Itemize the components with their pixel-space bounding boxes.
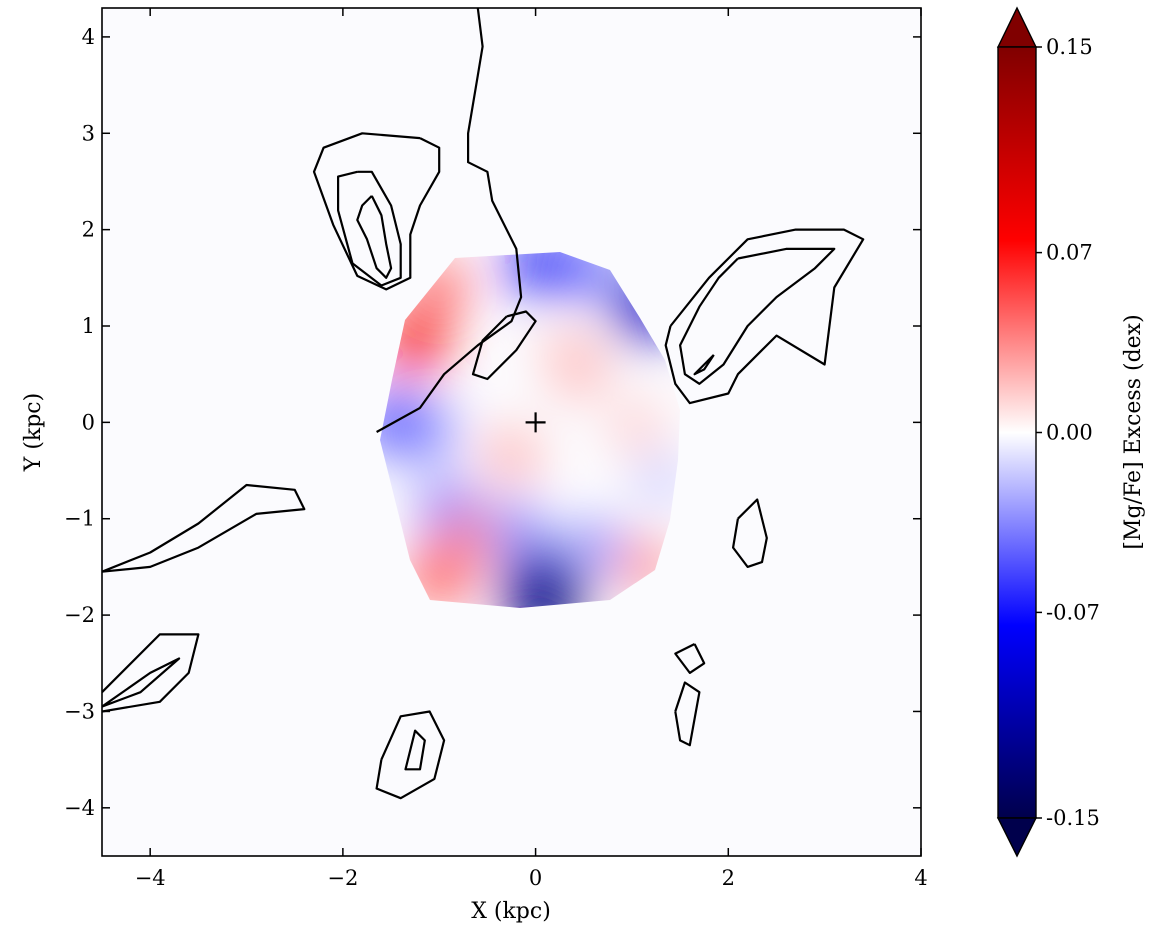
contour-line — [664, 228, 865, 405]
center-marker — [525, 412, 546, 433]
contour-line — [376, 8, 523, 433]
colorbar-ticks: 0.15 0.07 0.00 -0.07 -0.15 — [1036, 35, 1100, 830]
heatmap — [380, 252, 680, 608]
contour-line — [102, 657, 181, 708]
heatmap-blob — [489, 501, 543, 555]
y-axis-label: Y (kpc) — [21, 393, 46, 472]
plot-frame — [101, 7, 922, 857]
y-tick-label: −2 — [64, 603, 95, 627]
x-tick-label: 4 — [914, 866, 927, 890]
contour-line — [375, 710, 446, 800]
heatmap-blob — [567, 521, 620, 575]
colorbar-label: [Mg/Fe] Excess (dex) — [1121, 314, 1146, 549]
contour-line — [732, 498, 768, 568]
contour-line — [356, 195, 393, 279]
y-tick-label: 1 — [82, 314, 95, 338]
contour-line — [102, 483, 306, 573]
heatmap-blob — [403, 405, 456, 459]
contour-line — [674, 681, 701, 747]
contour-line — [679, 247, 836, 385]
x-tick-label: 0 — [529, 866, 542, 890]
contour-line — [674, 643, 706, 674]
y-tick-label: −4 — [64, 796, 95, 820]
colorbar: 0.15 0.07 0.00 -0.07 -0.15 [Mg/Fe] Excess (d… — [996, 6, 1146, 858]
y-axis-ticks: −4 −3 −2 −1 0 1 2 3 4 — [64, 25, 921, 820]
colorbar-tick-label: -0.15 — [1046, 806, 1100, 830]
colorbar-tick-label: 0.00 — [1046, 421, 1093, 445]
x-tick-label: −2 — [327, 866, 358, 890]
x-tick-label: −4 — [135, 866, 166, 890]
heatmap-blob — [486, 431, 537, 481]
heatmap-blob — [504, 559, 587, 608]
contour-line — [102, 633, 200, 713]
heatmap-blob — [441, 511, 495, 565]
y-tick-label: 2 — [82, 218, 95, 242]
colorbar-tick-label: 0.07 — [1046, 241, 1093, 265]
heatmap-blob — [637, 456, 680, 504]
colorbar-max-extension — [996, 6, 1038, 48]
heatmap-blob — [613, 403, 660, 451]
contour-layer — [102, 8, 865, 800]
contour-line — [471, 310, 537, 381]
contour-line — [312, 132, 441, 291]
heatmap-blob — [507, 252, 574, 297]
x-axis-ticks: −4 −2 0 2 4 — [135, 8, 928, 890]
colorbar-tick-label: 0.15 — [1046, 35, 1093, 59]
heatmap-blob — [546, 326, 593, 374]
y-tick-label: 3 — [82, 121, 95, 145]
contour-line — [693, 354, 715, 376]
y-tick-label: 0 — [82, 410, 95, 434]
x-axis-label: X (kpc) — [471, 899, 551, 924]
y-tick-label: −1 — [64, 507, 95, 531]
colorbar-gradient — [997, 46, 1037, 819]
colorbar-min-extension — [996, 817, 1038, 858]
y-tick-label: 4 — [82, 25, 95, 49]
contour-line — [337, 170, 402, 287]
colorbar-tick-label: -0.07 — [1046, 600, 1100, 624]
x-tick-label: 2 — [722, 866, 735, 890]
y-tick-label: −3 — [64, 699, 95, 723]
contour-line — [404, 729, 426, 771]
